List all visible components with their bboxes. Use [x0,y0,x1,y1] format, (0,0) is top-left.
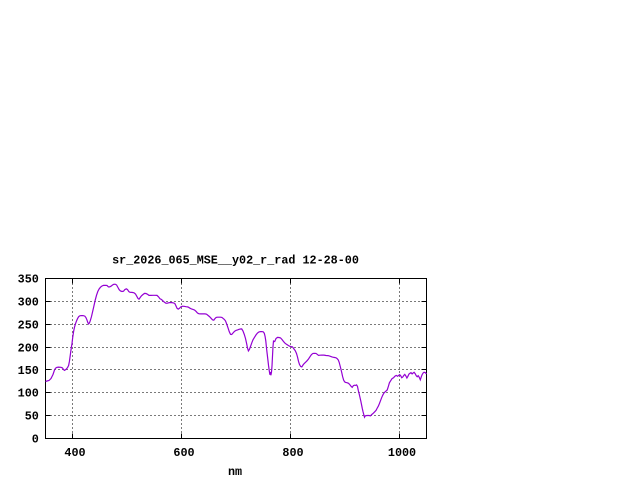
svg-text:50: 50 [25,410,39,424]
svg-text:100: 100 [18,387,39,401]
svg-text:nm: nm [228,465,242,479]
svg-text:150: 150 [18,364,39,378]
svg-text:800: 800 [282,446,303,460]
svg-text:300: 300 [18,296,39,310]
svg-text:250: 250 [18,319,39,333]
svg-text:600: 600 [173,446,194,460]
svg-text:0: 0 [32,433,39,447]
svg-text:sr_2026_065_MSE__y02_r_rad 12-: sr_2026_065_MSE__y02_r_rad 12-28-00 [112,254,359,268]
svg-text:350: 350 [18,273,39,287]
svg-text:400: 400 [64,446,85,460]
svg-text:200: 200 [18,342,39,356]
svg-text:1000: 1000 [388,446,416,460]
